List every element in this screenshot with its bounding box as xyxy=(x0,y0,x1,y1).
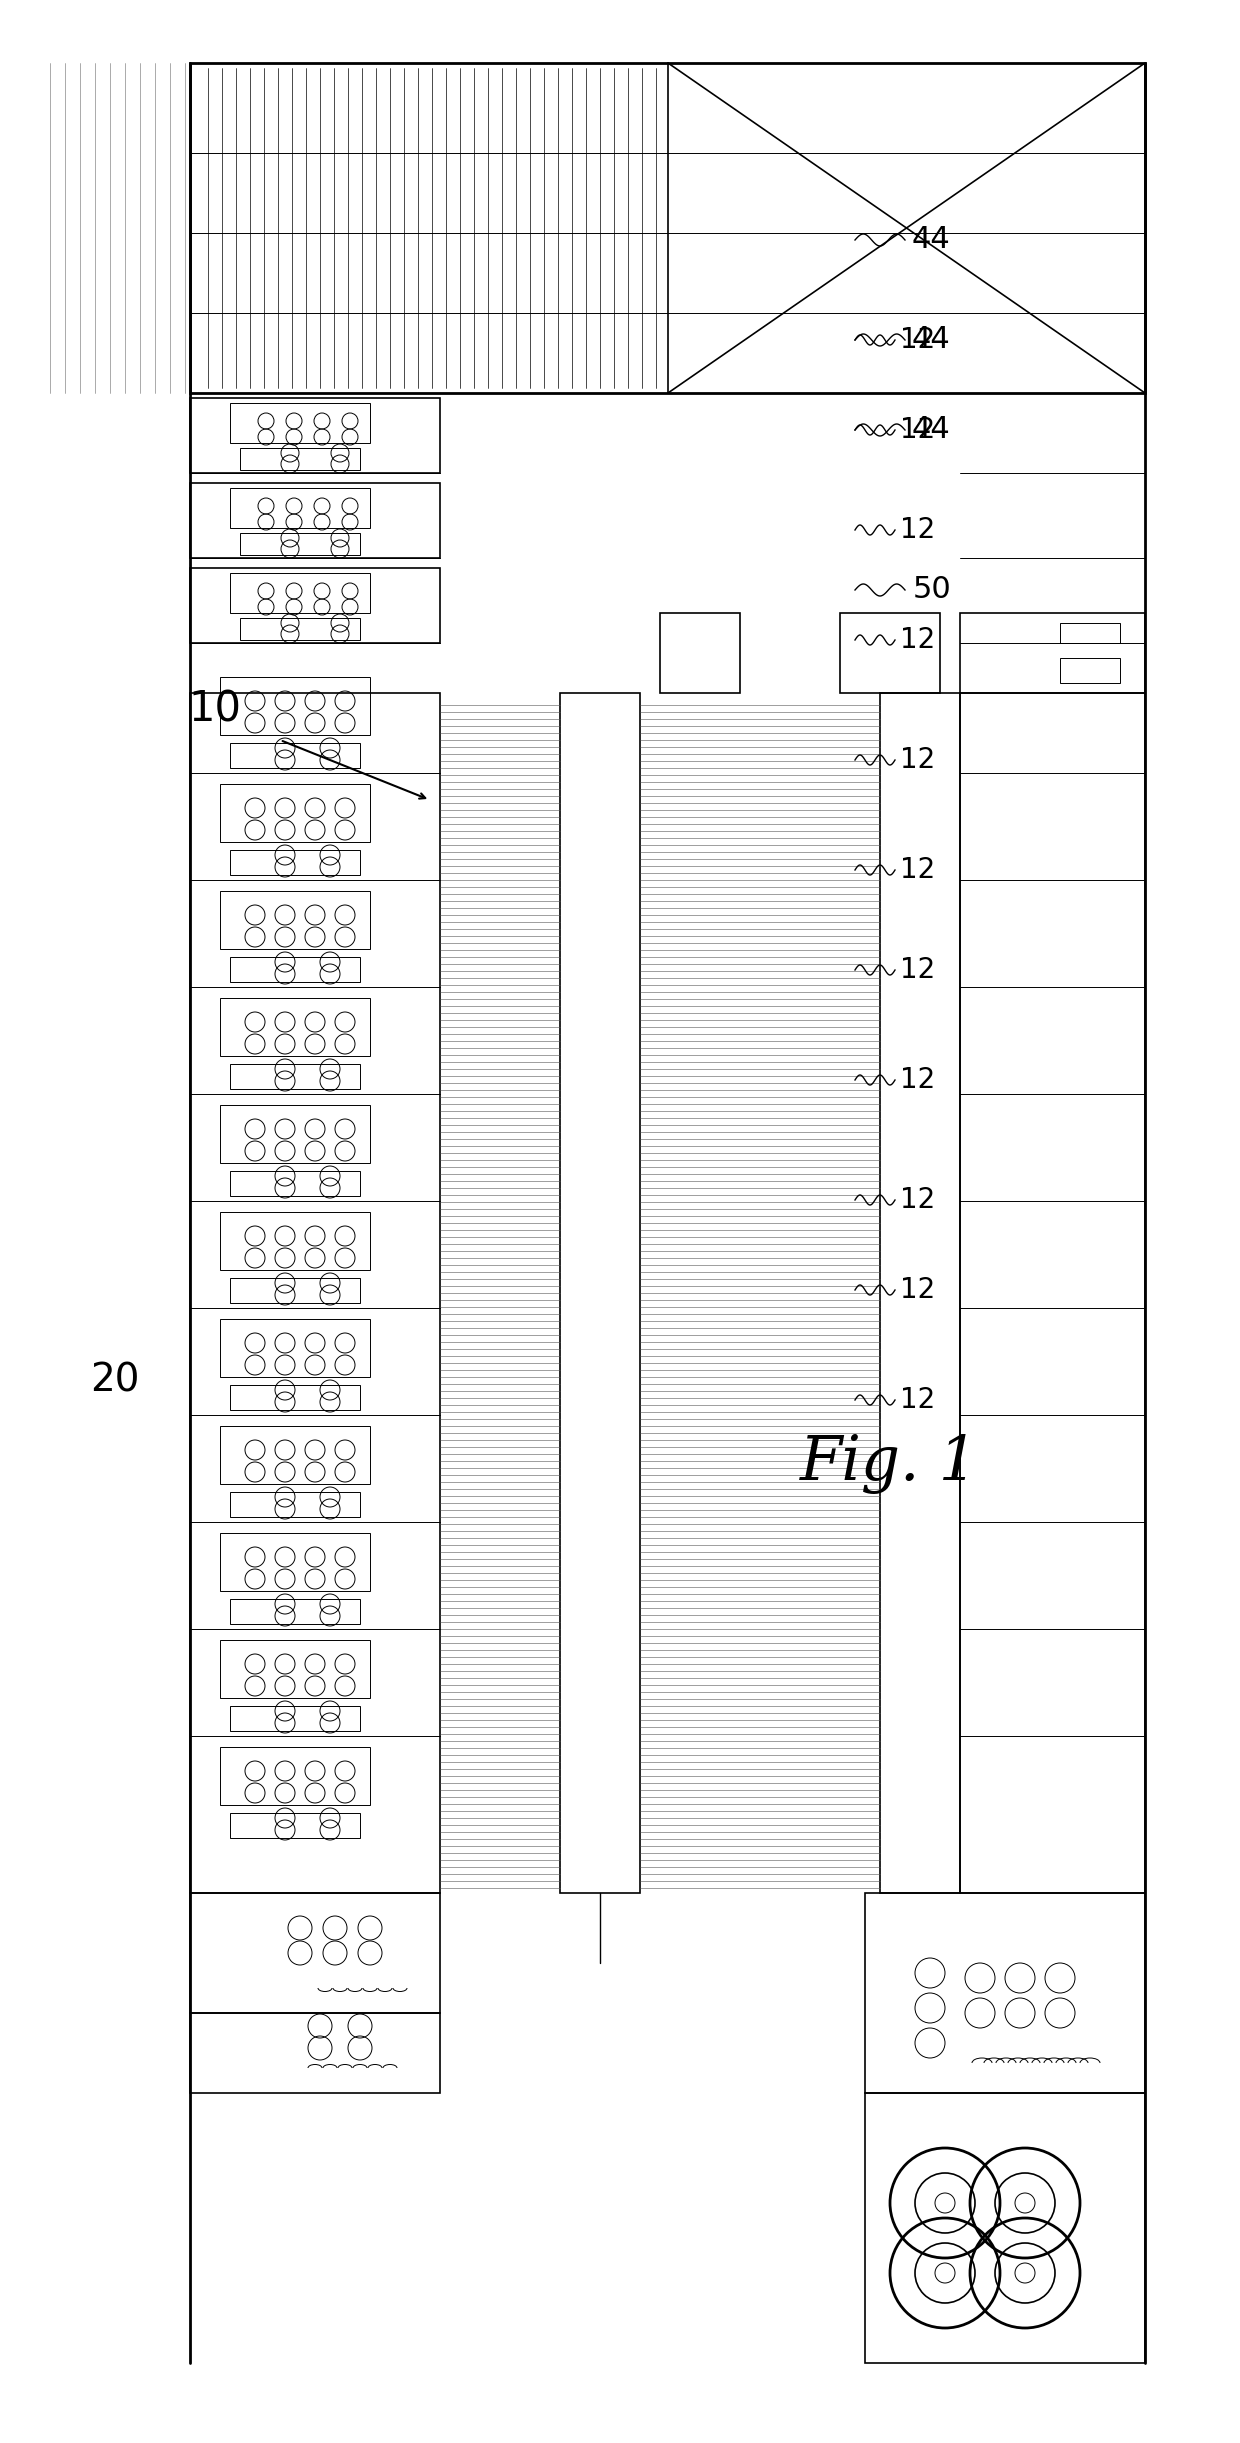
Text: 12: 12 xyxy=(900,1065,935,1094)
Text: 10: 10 xyxy=(188,689,242,730)
Text: 12: 12 xyxy=(900,325,935,354)
Text: 44: 44 xyxy=(911,225,951,254)
Text: 12: 12 xyxy=(900,955,935,985)
Text: 12: 12 xyxy=(900,415,935,445)
Text: 50: 50 xyxy=(913,574,952,603)
Text: Fig. 1: Fig. 1 xyxy=(800,1434,978,1495)
Text: 20: 20 xyxy=(91,1361,140,1400)
Text: 12: 12 xyxy=(900,625,935,655)
Text: 12: 12 xyxy=(900,1185,935,1214)
Text: 12: 12 xyxy=(900,515,935,545)
Text: 12: 12 xyxy=(900,745,935,774)
Text: 12: 12 xyxy=(900,1275,935,1305)
Text: 12: 12 xyxy=(900,855,935,884)
Text: 44: 44 xyxy=(911,325,951,354)
Text: 12: 12 xyxy=(900,1385,935,1414)
Text: 44: 44 xyxy=(911,415,951,445)
